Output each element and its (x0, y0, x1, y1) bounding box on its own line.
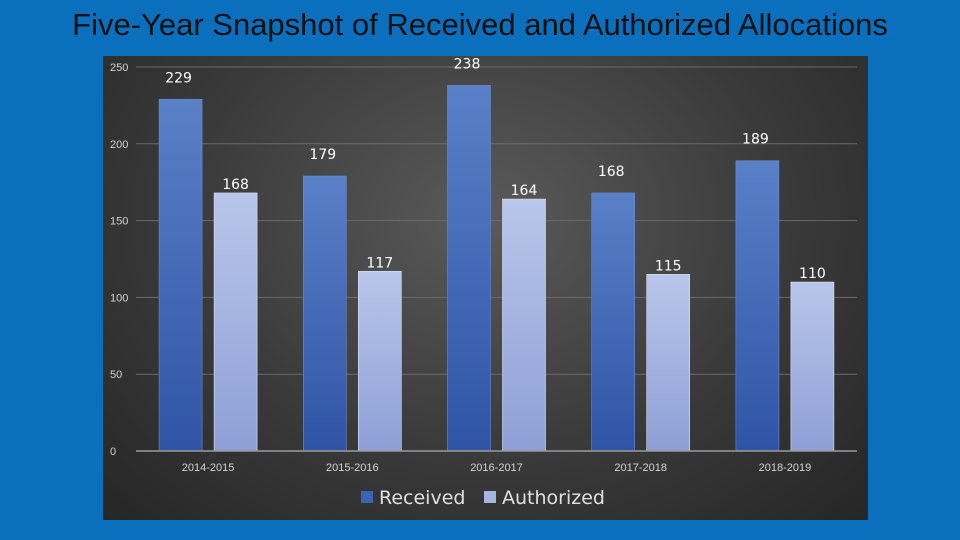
bars (158, 85, 835, 452)
received-value-label: 179 (309, 147, 336, 163)
x-category-label: 2014-2015 (182, 462, 235, 474)
x-category-label: 2015-2016 (326, 462, 379, 474)
axes: 0 50 100 150 200 250 2014-2015 2015-2016 2016-20… (110, 62, 857, 474)
authorized-value-label: 117 (366, 255, 393, 271)
x-category-label: 2018-2019 (759, 462, 812, 474)
legend: Received Authorized (361, 487, 605, 509)
received-value-label: 168 (598, 164, 625, 180)
chart-panel: 229 168 179 117 238 164 168 115 189 110 0 50 100 150… (103, 56, 868, 520)
bar-chart: 229 168 179 117 238 164 168 115 189 110 0 50 100 150… (110, 56, 857, 509)
y-tick-label: 100 (110, 292, 128, 304)
received-bar (591, 192, 636, 452)
y-tick-label: 200 (110, 139, 128, 151)
received-value-label: 238 (454, 56, 481, 72)
authorized-bar (646, 274, 691, 452)
received-bar (303, 175, 347, 452)
legend-authorized: Authorized (484, 487, 605, 509)
authorized-bar (358, 270, 402, 452)
y-tick-label: 150 (110, 216, 128, 228)
data-labels: 229 168 179 117 238 164 168 115 189 110 (165, 56, 826, 282)
x-category-label: 2016-2017 (470, 462, 523, 474)
received-bar (735, 160, 780, 452)
legend-received: Received (361, 487, 465, 509)
y-tick-label: 0 (110, 446, 116, 458)
legend-swatch (484, 491, 496, 503)
received-bar (158, 98, 203, 452)
received-value-label: 189 (742, 132, 769, 148)
y-tick-label: 50 (110, 369, 122, 381)
authorized-bar (213, 192, 258, 452)
slide-title: Five-Year Snapshot of Received and Autho… (72, 7, 888, 42)
received-bar (447, 85, 491, 452)
authorized-bar (790, 281, 835, 452)
authorized-value-label: 164 (511, 183, 538, 199)
legend-label: Authorized (502, 487, 605, 509)
legend-label: Received (379, 487, 465, 509)
y-tick-label: 250 (110, 62, 128, 74)
authorized-value-label: 110 (799, 266, 826, 282)
x-category-label: 2017-2018 (614, 462, 667, 474)
received-value-label: 229 (165, 70, 192, 86)
authorized-bar (502, 198, 546, 452)
authorized-value-label: 115 (655, 258, 682, 274)
authorized-value-label: 168 (222, 177, 249, 193)
legend-swatch (361, 491, 373, 503)
